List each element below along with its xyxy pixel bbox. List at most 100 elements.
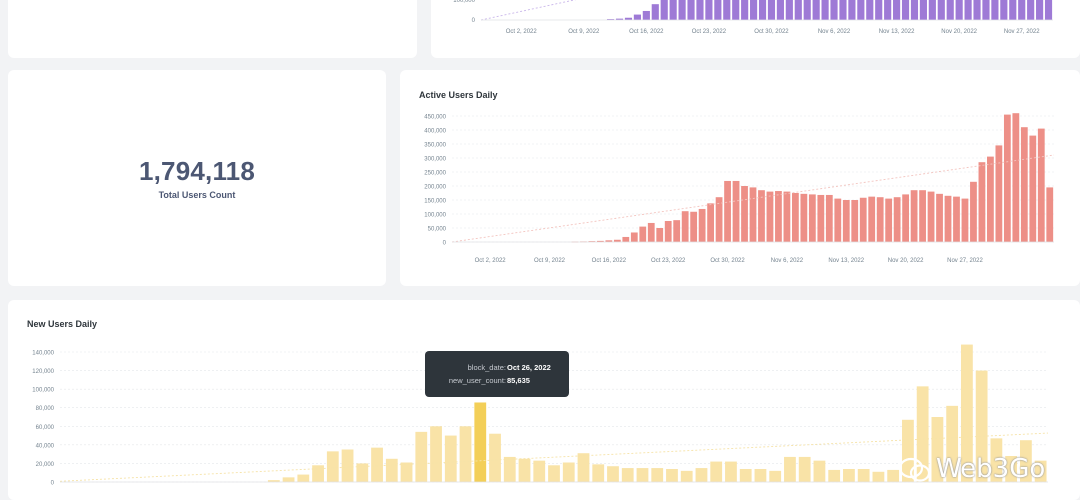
bar xyxy=(592,464,605,482)
bar xyxy=(944,195,952,242)
bar xyxy=(975,370,988,482)
bar xyxy=(848,0,856,20)
bar xyxy=(769,470,782,482)
bar xyxy=(987,156,994,242)
bar xyxy=(812,0,820,20)
bar xyxy=(681,211,689,242)
x-tick-label: Nov 6, 2022 xyxy=(771,258,804,264)
wechat-icon xyxy=(898,457,931,482)
bar xyxy=(970,181,977,242)
bar xyxy=(1034,460,1047,482)
bar xyxy=(639,226,647,242)
bar xyxy=(1018,0,1026,20)
x-tick-label: Oct 16, 2022 xyxy=(592,258,627,264)
bar xyxy=(953,196,960,242)
bar xyxy=(784,456,796,482)
bar xyxy=(695,468,708,482)
bar xyxy=(710,461,723,482)
bar xyxy=(666,469,678,482)
y-tick-label: 50,000 xyxy=(428,227,447,233)
bar xyxy=(518,458,531,482)
bar xyxy=(919,0,927,20)
bar xyxy=(803,0,811,21)
new-users-title: New Users Daily xyxy=(27,319,98,329)
bar xyxy=(371,447,383,482)
bar xyxy=(607,19,615,20)
bar xyxy=(633,14,641,20)
bar xyxy=(430,426,442,482)
bar xyxy=(973,0,981,20)
bar xyxy=(489,433,501,482)
bar xyxy=(400,462,413,482)
bar xyxy=(936,193,943,242)
top-right-chart-card: Oct 2, 2022 Oct 9, 2022 Oct 16, 2022 Oct 23… xyxy=(431,0,1080,58)
bar xyxy=(1005,456,1018,482)
y-tick-label: 350,000 xyxy=(424,143,446,149)
bar xyxy=(792,193,799,242)
bar xyxy=(615,18,624,20)
bar xyxy=(910,0,919,20)
bar xyxy=(297,474,310,482)
x-tick-label: Nov 27, 2022 xyxy=(947,258,983,264)
top-bar-chart: Oct 2, 2022 Oct 9, 2022 Oct 16, 2022 Oct 23… xyxy=(453,0,1053,35)
bar xyxy=(902,419,914,482)
bar xyxy=(830,0,838,20)
bar xyxy=(459,426,472,482)
x-tick-label: Nov 6, 2022 xyxy=(818,29,851,35)
active-users-title: Active Users Daily xyxy=(419,90,498,100)
bar xyxy=(946,0,954,20)
bar xyxy=(794,0,802,20)
y-tick-label: 400,000 xyxy=(424,129,446,135)
bar xyxy=(660,0,668,20)
bar xyxy=(842,200,850,242)
bar xyxy=(991,0,999,20)
bar xyxy=(707,203,714,242)
bar xyxy=(715,197,723,242)
bar xyxy=(415,431,428,482)
bar xyxy=(636,468,649,482)
bar xyxy=(533,460,546,482)
bar xyxy=(577,453,590,482)
bar xyxy=(1029,135,1037,242)
bar xyxy=(783,191,791,242)
total-users-label: Total Users Count xyxy=(158,190,236,200)
x-tick-label: Nov 13, 2022 xyxy=(828,258,864,264)
bar xyxy=(605,240,613,242)
bar xyxy=(739,469,752,482)
y-tick-label: 20,000 xyxy=(36,462,55,468)
bar xyxy=(928,0,936,20)
bar xyxy=(857,469,870,482)
bar xyxy=(503,456,516,482)
bar xyxy=(385,458,398,482)
bar xyxy=(356,463,369,482)
bar xyxy=(893,197,901,242)
bar-tooltip: block_date: Oct 26, 2022 new_user_count:… xyxy=(425,351,569,397)
bar xyxy=(690,211,698,242)
y-tick-label: 150,000 xyxy=(424,199,446,205)
bar xyxy=(723,0,731,21)
bar xyxy=(673,220,681,242)
bar xyxy=(910,190,918,242)
y-tick-label: 0 xyxy=(51,481,55,487)
bar xyxy=(857,0,865,20)
y-tick-label: 0 xyxy=(472,18,476,24)
bar xyxy=(955,0,963,20)
bar xyxy=(724,180,731,242)
bar xyxy=(808,194,816,242)
trend-line xyxy=(59,432,1049,482)
bar xyxy=(341,449,354,482)
y-tick-label: 80,000 xyxy=(36,406,55,412)
bar xyxy=(990,438,1003,482)
bar xyxy=(1037,128,1045,242)
bar xyxy=(651,468,664,482)
bar xyxy=(872,471,885,482)
bar xyxy=(1046,187,1054,242)
bar xyxy=(647,222,655,242)
bar xyxy=(750,0,758,20)
trend-line xyxy=(451,154,1055,243)
bar xyxy=(1003,114,1011,242)
bar xyxy=(664,221,672,242)
bar xyxy=(656,228,664,242)
x-tick-label: Oct 2, 2022 xyxy=(475,258,507,264)
bar xyxy=(758,190,765,242)
